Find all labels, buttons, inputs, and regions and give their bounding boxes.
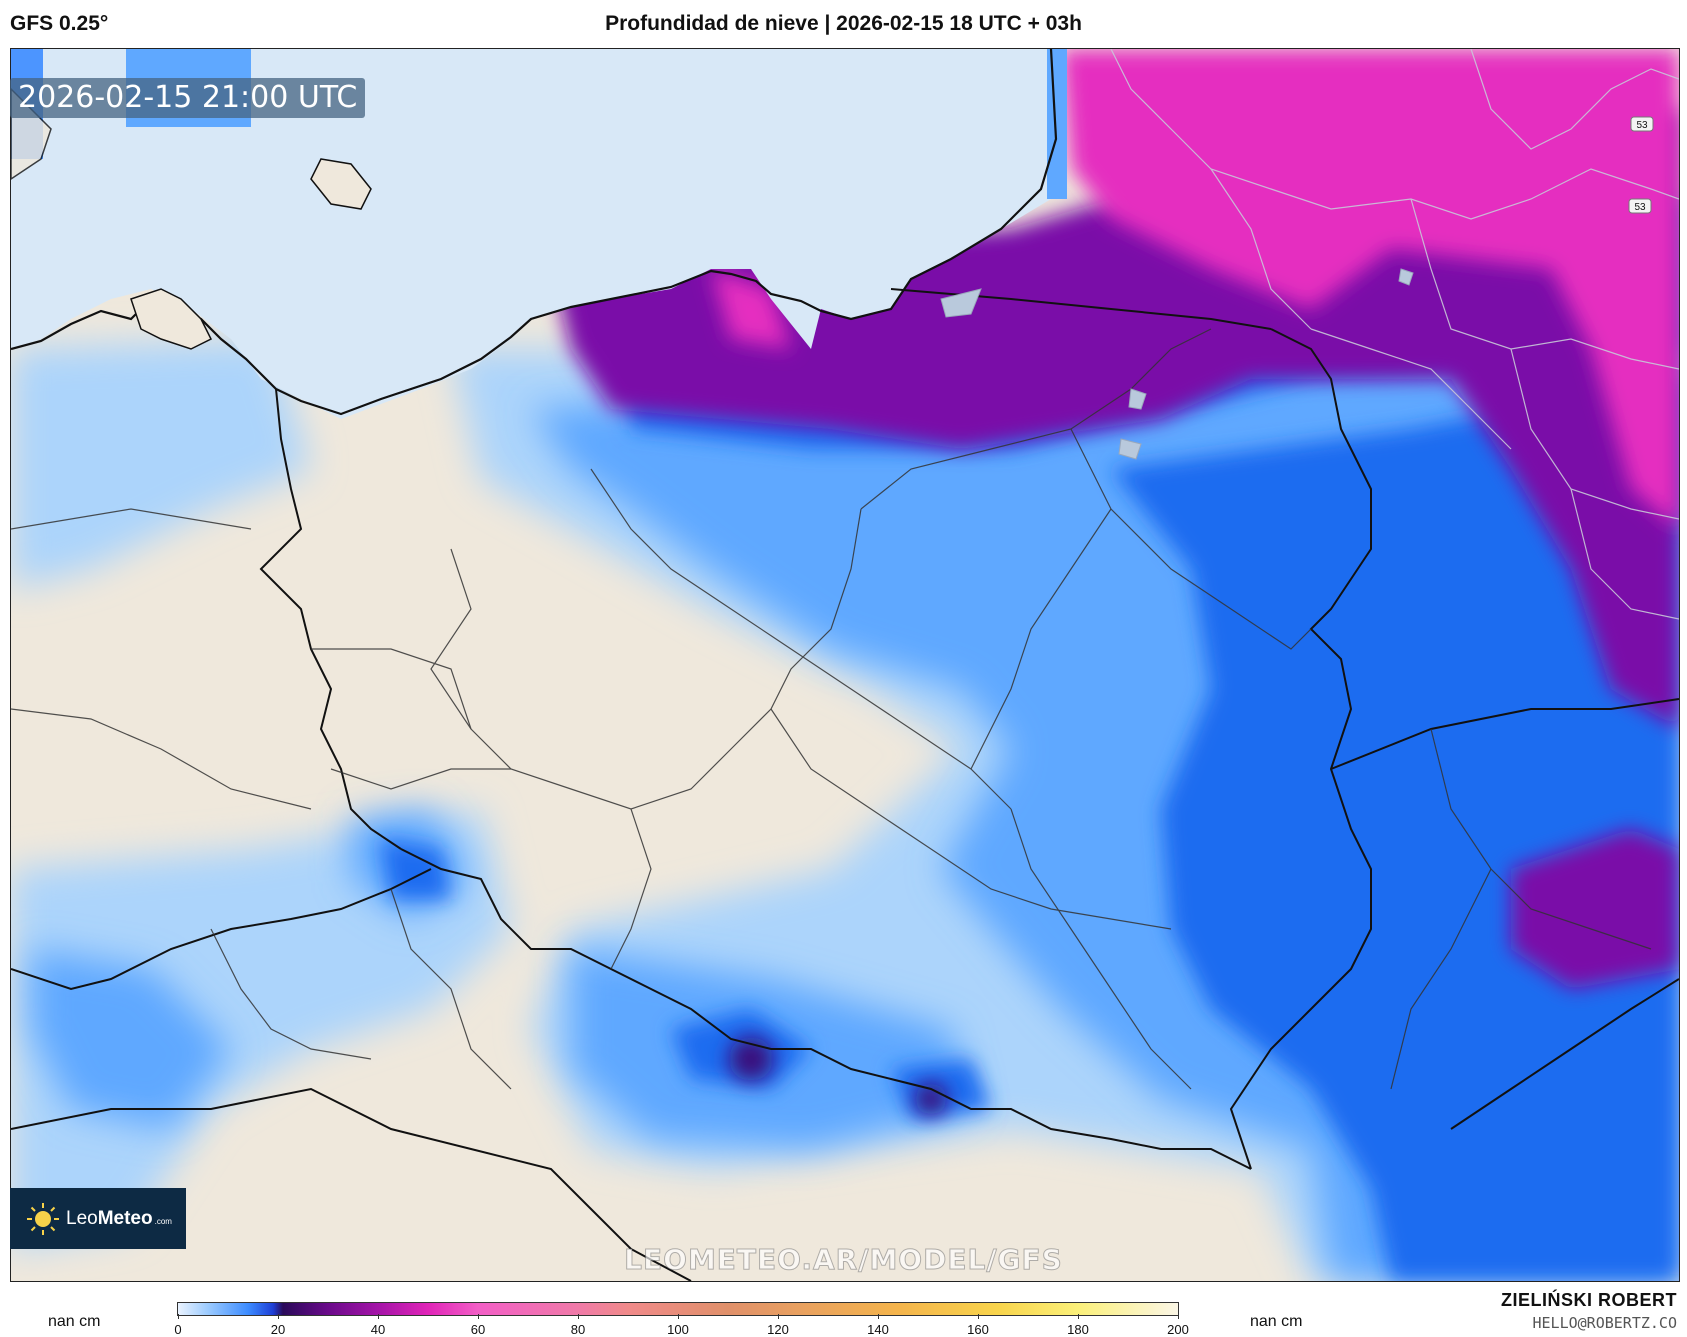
map-panel[interactable]: 53 53	[10, 48, 1680, 1282]
snow-depth-map: 53 53	[11, 49, 1679, 1281]
colorbar-tick-label: 40	[370, 1322, 386, 1337]
leometeo-logo[interactable]: LeoMeteo .com	[10, 1188, 186, 1249]
sea-area	[11, 49, 1051, 419]
model-label: GFS 0.25°	[10, 12, 109, 35]
colorbar-tick-mark	[778, 1314, 779, 1319]
colorbar-tick-mark	[678, 1314, 679, 1319]
road-shield-group: 53 53	[1628, 116, 1654, 214]
colorbar-tick-label: 20	[270, 1322, 286, 1337]
colorbar-tick-mark	[178, 1314, 179, 1319]
colorbar-ticks: 0 20 40 60 80 100 120 140 160 180 200	[174, 1314, 1189, 1337]
neighbour-regional-borders	[1110, 49, 1679, 620]
watermark-url: LEOMETEO.AR/MODEL/GFS	[624, 1243, 1063, 1277]
colorbar-tick-label: 0	[174, 1322, 182, 1337]
author-email[interactable]: HELLO@ROBERTZ.CO	[1532, 1314, 1678, 1332]
colorbar-unit-right: nan cm	[1250, 1313, 1303, 1330]
colorbar-tick-mark	[578, 1314, 579, 1319]
lakes	[940, 268, 1414, 460]
colorbar-tick-mark	[1178, 1314, 1179, 1319]
colorbar-tick-label: 100	[667, 1322, 689, 1337]
colorbar-tick-mark	[478, 1314, 479, 1319]
colorbar-tick-label: 140	[867, 1322, 889, 1337]
logo-text: LeoMeteo .com	[66, 1207, 172, 1229]
regional-borders	[11, 328, 1652, 1090]
colorbar-tick-label: 60	[470, 1322, 486, 1337]
colorbar-tick-label: 180	[1067, 1322, 1089, 1337]
colorbar-tick-label: 160	[967, 1322, 989, 1337]
colorbar-tick-label: 80	[570, 1322, 586, 1337]
road-shield-1: 53	[1636, 120, 1648, 131]
colorbar-tick-mark	[378, 1314, 379, 1319]
colorbar-unit-left: nan cm	[48, 1313, 101, 1330]
author-block: ZIELIŃSKI ROBERT HELLO@ROBERTZ.CO	[1501, 1290, 1677, 1332]
colorbar-tick-mark	[1078, 1314, 1079, 1319]
colorbar-tick-label: 120	[767, 1322, 789, 1337]
sun-icon	[27, 1202, 59, 1235]
colorbar-tick-mark	[978, 1314, 979, 1319]
colorbar-tick-mark	[878, 1314, 879, 1319]
author-name: ZIELIŃSKI ROBERT	[1500, 1290, 1677, 1310]
map-title: Profundidad de nieve | 2026-02-15 18 UTC…	[605, 12, 1082, 35]
colorbar-tick-label: 200	[1167, 1322, 1189, 1337]
valid-time-badge: 2026-02-15 21:00 UTC	[10, 78, 366, 118]
road-shield-2: 53	[1634, 202, 1646, 213]
colorbar-tick-mark	[278, 1314, 279, 1319]
